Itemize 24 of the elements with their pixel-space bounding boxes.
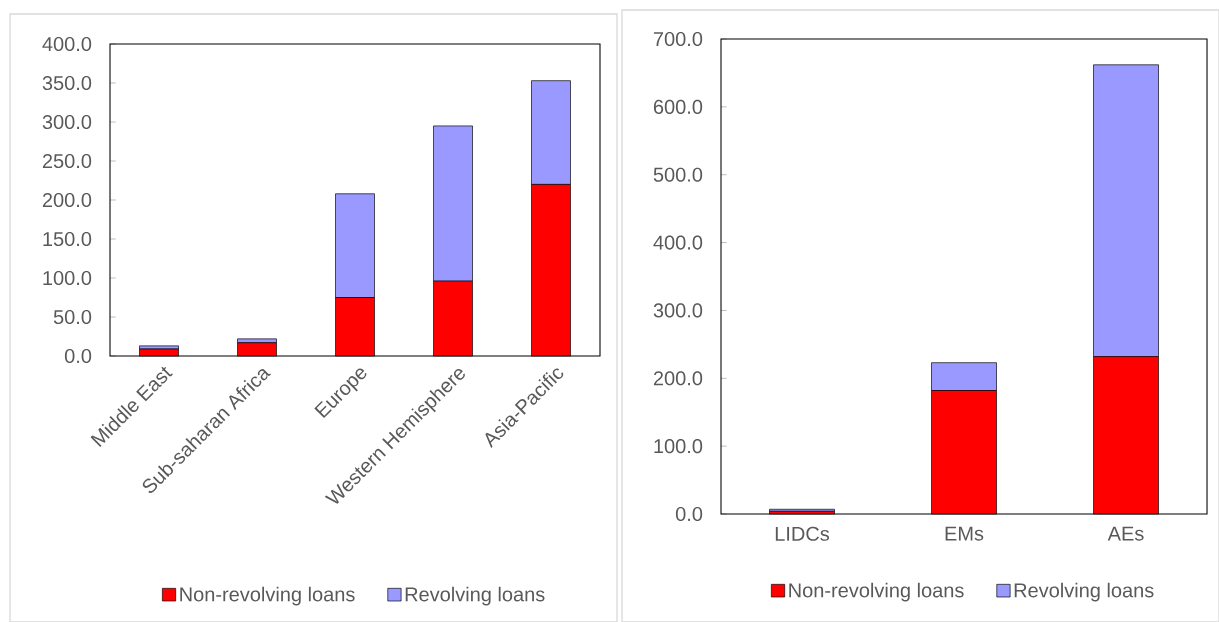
y-tick-label: 400.0 [653,235,703,250]
y-tick-label: 400.0 [42,36,92,52]
x-tick-label: AEs [1107,526,1144,541]
y-tick-label: 250.0 [42,153,92,169]
y-tick-label: 600.0 [653,99,703,114]
y-tick-label: 100.0 [43,270,92,286]
legend-label: Revolving loans [1014,582,1154,602]
legend-label: Non-revolving loans [789,582,964,602]
x-tick-label: LIDCs [775,526,830,541]
y-tick-label: 0.0 [64,348,92,364]
y-tick-label: 0.0 [675,506,703,522]
y-tick-label: 200.0 [653,371,703,386]
y-tick-label: 150.0 [43,231,92,247]
legend-label: Non-revolving loans [180,586,355,606]
y-tick-label: 300.0 [42,114,92,130]
y-tick-label: 700.0 [653,31,703,47]
y-tick-label: 500.0 [653,167,703,182]
y-tick-label: 350.0 [42,75,92,91]
y-tick-label: 300.0 [653,303,703,318]
y-tick-label: 200.0 [42,192,92,208]
y-tick-label: 100.0 [654,439,703,454]
x-tick-label: EMs [945,526,984,541]
y-tick-label: 50.0 [53,309,92,325]
legend-label: Revolving loans [405,586,545,606]
